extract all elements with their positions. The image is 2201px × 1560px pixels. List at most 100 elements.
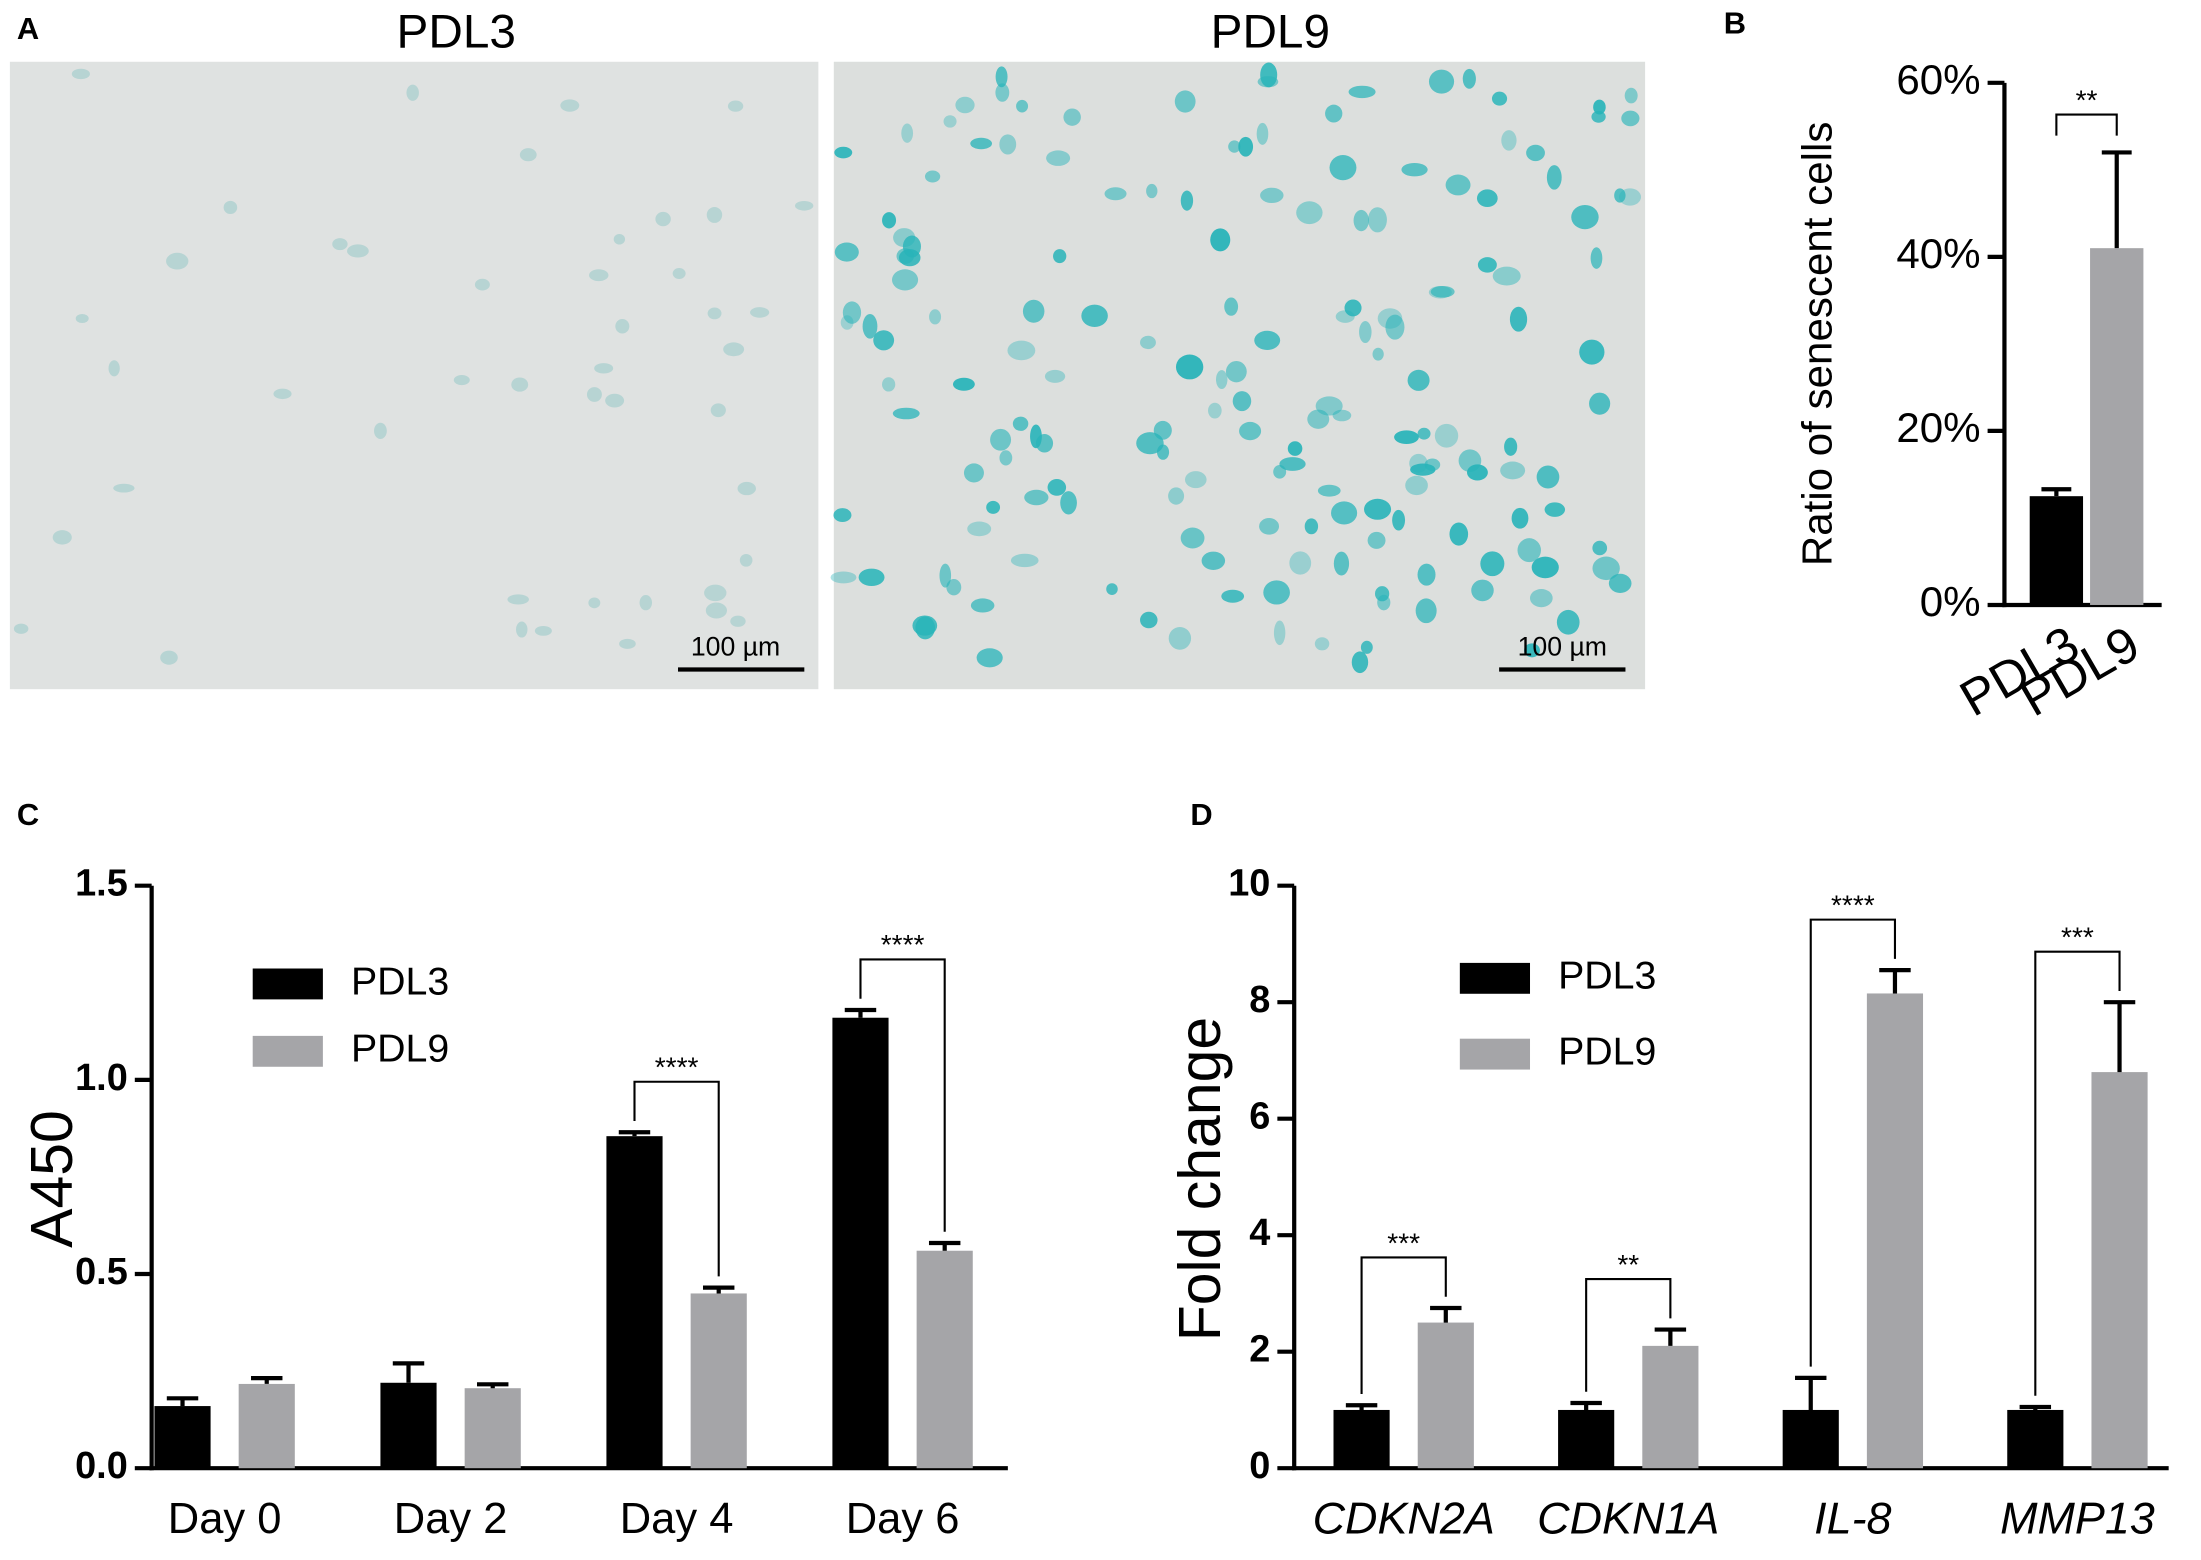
cell (1140, 335, 1156, 350)
cell (976, 648, 1003, 668)
significance-label: **** (1831, 889, 1875, 920)
bar (2091, 1072, 2148, 1469)
cell (1500, 461, 1526, 480)
cell (833, 508, 852, 522)
cell (1168, 626, 1192, 650)
panel-label: B (1724, 5, 1746, 40)
cell (1215, 370, 1228, 389)
cell (588, 597, 601, 609)
cell (1424, 458, 1441, 471)
scale-bar-label: 100 µm (691, 632, 780, 662)
cell (1351, 651, 1369, 674)
cell (1238, 136, 1254, 157)
bar (1782, 1409, 1839, 1469)
bar (2029, 496, 2084, 605)
cell (1225, 360, 1247, 383)
cell (1047, 479, 1067, 496)
cell (1571, 205, 1599, 230)
cell (1024, 489, 1049, 506)
cell (374, 422, 387, 439)
cell (1477, 257, 1497, 273)
cell (1405, 475, 1428, 496)
x-tick-label: CDKN2A (1313, 1492, 1495, 1543)
cell (1333, 551, 1350, 576)
bar (1558, 1409, 1615, 1469)
y-tick-label: 6 (1249, 1096, 1270, 1138)
cell (1106, 583, 1118, 596)
cell (1385, 314, 1405, 340)
cell (1394, 430, 1419, 444)
cell (1517, 538, 1541, 563)
cell (1458, 449, 1482, 473)
y-tick-label: 8 (1249, 979, 1270, 1021)
cell (892, 269, 919, 291)
error-bar (618, 1130, 651, 1137)
cell (929, 309, 942, 325)
cell (892, 407, 920, 420)
error-bar (702, 1285, 735, 1294)
error-bar (392, 1361, 425, 1383)
cell (1210, 228, 1231, 252)
cell (727, 100, 744, 112)
error-bar (1795, 1375, 1827, 1410)
error-bar (844, 1007, 877, 1018)
cell (739, 553, 753, 567)
cell (406, 84, 419, 101)
cell (1156, 444, 1170, 460)
cell (655, 211, 671, 227)
cell (1501, 130, 1517, 151)
cell (1589, 392, 1611, 415)
cell (13, 623, 29, 634)
error-bar (477, 1382, 509, 1389)
error-bar (2103, 1000, 2136, 1073)
x-tick-label: Day 0 (168, 1495, 282, 1543)
cell (1263, 580, 1290, 605)
significance-label: ** (2076, 84, 2098, 115)
bar (916, 1250, 973, 1469)
cell (1374, 586, 1390, 602)
cell (1556, 609, 1580, 635)
cell (1360, 640, 1373, 654)
cell (1445, 174, 1471, 196)
cell (1428, 69, 1455, 94)
cell (1462, 68, 1476, 89)
cell (999, 134, 1017, 155)
significance-label: **** (655, 1052, 699, 1083)
bar (464, 1388, 521, 1469)
y-tick-label: 0 (1249, 1445, 1270, 1487)
error-bar (166, 1396, 199, 1407)
cell (952, 377, 975, 391)
y-tick-label: 4 (1249, 1212, 1270, 1254)
y-axis-label: A450 (20, 1110, 85, 1248)
cell (1016, 99, 1029, 113)
panel-label: A (17, 11, 39, 46)
cell (71, 68, 90, 80)
cell (474, 278, 490, 291)
cell (75, 313, 89, 324)
x-tick-label: Day 6 (846, 1495, 960, 1543)
significance-label: *** (1387, 1227, 1420, 1258)
cell (834, 242, 859, 262)
cell (901, 123, 914, 143)
x-tick-label: CDKN1A (1537, 1492, 1719, 1543)
panel-label: D (1190, 797, 1212, 832)
cell (995, 83, 1010, 102)
cell (560, 99, 580, 112)
cell (873, 330, 895, 351)
cell (223, 200, 238, 215)
cell (1401, 162, 1428, 177)
cell (1007, 340, 1036, 361)
significance-bracket (2055, 113, 2118, 136)
cell (967, 521, 992, 537)
cell (1504, 437, 1518, 456)
y-tick-label: 0.0 (75, 1445, 128, 1487)
bar (1866, 993, 1924, 1469)
legend-swatch (1459, 1038, 1531, 1070)
panel-label: C (17, 797, 39, 832)
cell (995, 66, 1008, 88)
significance-bracket (2034, 950, 2121, 1396)
cell (1511, 507, 1529, 529)
cell (615, 318, 630, 334)
